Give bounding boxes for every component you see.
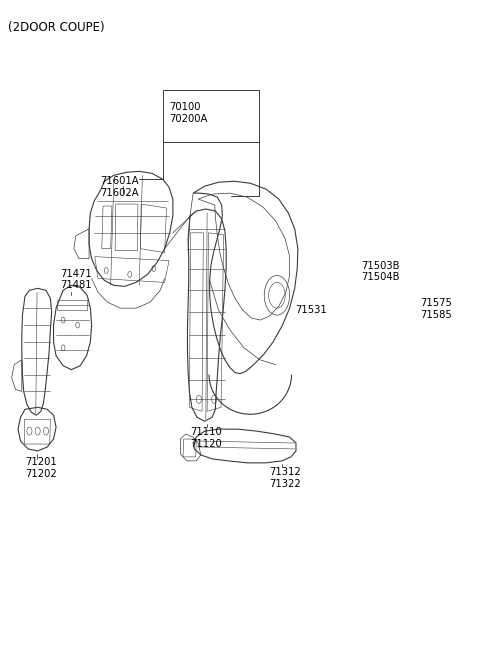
Text: 71481: 71481 <box>60 280 92 291</box>
Text: 71471: 71471 <box>60 268 92 279</box>
Text: 71575: 71575 <box>420 298 452 308</box>
Text: 71120: 71120 <box>190 439 222 449</box>
Text: 71531: 71531 <box>295 305 326 315</box>
Bar <box>163 90 259 142</box>
Text: 71504B: 71504B <box>361 272 400 283</box>
Text: 71503B: 71503B <box>361 260 400 270</box>
Text: 71322: 71322 <box>269 479 301 489</box>
Text: 71601A: 71601A <box>100 176 139 186</box>
Text: 71602A: 71602A <box>100 188 139 198</box>
Text: 71312: 71312 <box>269 467 301 477</box>
Text: 71585: 71585 <box>420 310 452 320</box>
Text: 71110: 71110 <box>190 427 222 437</box>
Text: 71202: 71202 <box>25 469 57 479</box>
Text: 71201: 71201 <box>25 457 57 467</box>
Text: 70200A: 70200A <box>170 114 208 124</box>
Text: 70100: 70100 <box>170 102 201 112</box>
Text: (2DOOR COUPE): (2DOOR COUPE) <box>8 20 105 33</box>
